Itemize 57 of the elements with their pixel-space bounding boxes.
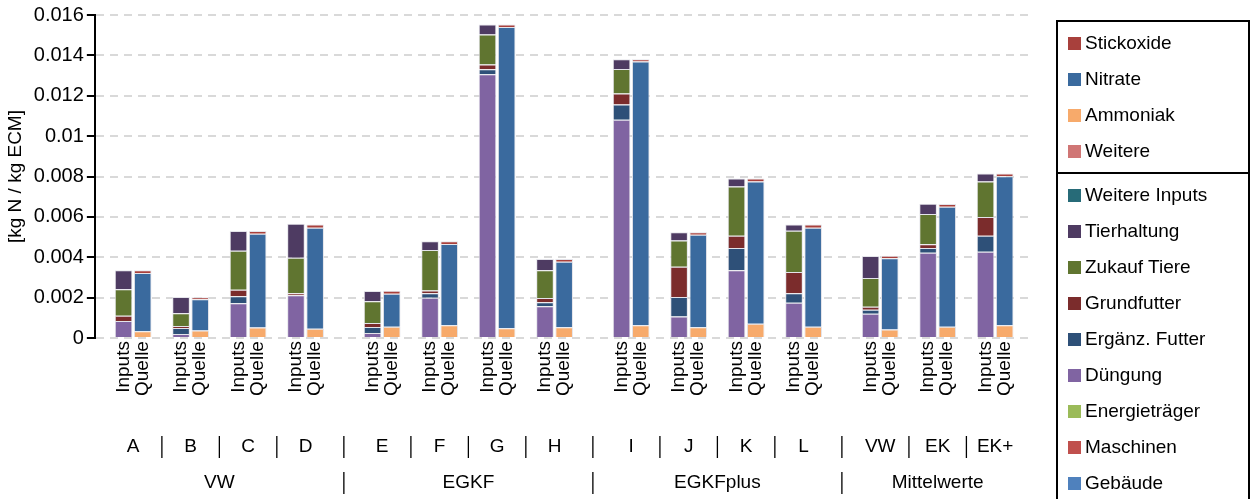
x-tick-label: Inputs [111, 341, 133, 393]
legend-label: Gebäude [1085, 472, 1164, 494]
legend-label: Energieträger [1085, 400, 1201, 422]
text: EK+ [976, 435, 1014, 457]
text: VW [204, 471, 235, 493]
legend-label: Grundfutter [1085, 292, 1182, 314]
y-tick-label: 0.016 [33, 2, 84, 25]
x-tick-label: Inputs [169, 341, 191, 393]
y-tick-label: 0.012 [33, 83, 84, 106]
text: F [433, 435, 446, 457]
legend-label: Ammoniak [1085, 104, 1175, 126]
text: C [241, 435, 255, 457]
legend-label: Weitere [1085, 140, 1151, 162]
y-tick-label: 0.008 [33, 164, 84, 187]
text: E [375, 435, 389, 457]
legend-label: Düngung [1085, 364, 1163, 386]
y-tick-label: 0.006 [33, 204, 84, 227]
text: EK [924, 435, 951, 457]
x-tick-label: Inputs [226, 341, 248, 393]
x-tick-label: Inputs [418, 341, 440, 393]
x-tick-label: Inputs [858, 341, 880, 393]
x-tick-label: Inputs [475, 341, 497, 393]
legend-label: Tierhaltung [1085, 220, 1180, 242]
text: Mittelwerte [891, 471, 984, 493]
y-tick-label: 0.014 [33, 42, 84, 65]
text: G [489, 435, 505, 457]
legend-label: Nitrate [1085, 68, 1141, 90]
x-tick-label: Inputs [916, 341, 938, 393]
legend-label: Zukauf Tiere [1085, 256, 1191, 278]
y-tick-label: 0.002 [33, 285, 84, 308]
text: D [298, 435, 313, 457]
legend-label: Weitere Inputs [1085, 184, 1208, 206]
legend-label: Stickoxide [1085, 32, 1172, 54]
legend-label: Maschinen [1085, 436, 1177, 458]
text: B [184, 435, 197, 457]
text: J [683, 435, 694, 457]
x-tick-label: Inputs [724, 341, 746, 393]
x-tick-label: Inputs [609, 341, 631, 393]
x-tick-label: Inputs [360, 341, 382, 393]
text: L [798, 435, 809, 457]
x-tick-label: Inputs [973, 341, 995, 393]
text: K [739, 435, 753, 457]
y-tick-label: 0.01 [44, 123, 84, 146]
x-tick-label: Inputs [667, 341, 689, 393]
x-tick-label: Inputs [533, 341, 555, 393]
y-tick-label: 0.004 [33, 244, 84, 267]
x-tick-label: Inputs [284, 341, 306, 393]
text: VW [864, 435, 896, 457]
text: EGKF [442, 471, 495, 493]
text: A [126, 435, 140, 457]
y-tick-label: 0 [72, 325, 84, 348]
text: I [628, 435, 634, 457]
text: EGKFplus [674, 471, 761, 493]
x-tick-label: Inputs [782, 341, 804, 393]
y-axis-title: [kg N / kg ECM] [3, 110, 25, 244]
legend-label: Ergänz. Futter [1085, 328, 1206, 350]
text: H [547, 435, 562, 457]
